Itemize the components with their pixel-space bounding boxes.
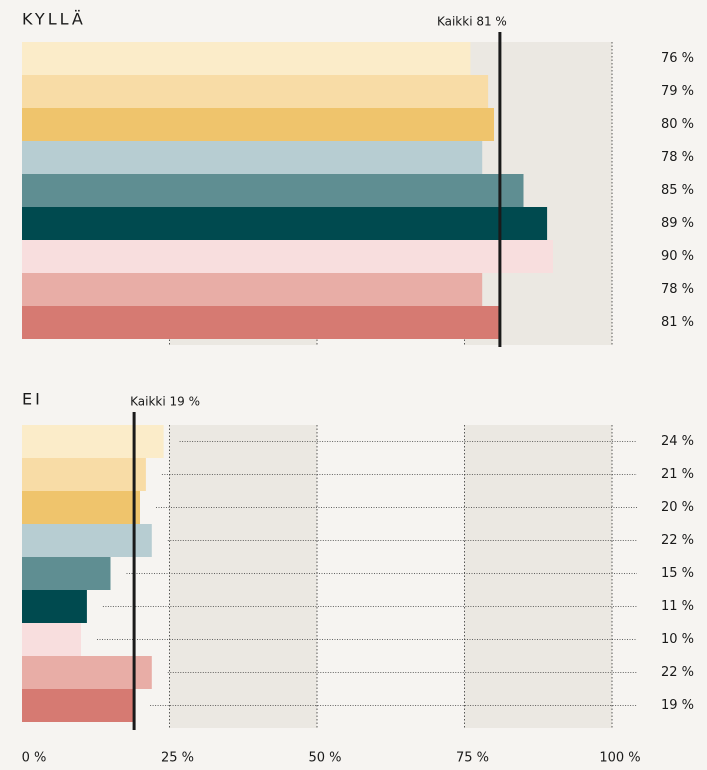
bar — [22, 141, 483, 174]
x-tick-label: 50 % — [308, 751, 341, 766]
value-label: 20 % — [661, 500, 694, 515]
x-tick-label: 100 % — [599, 751, 640, 766]
value-label: 89 % — [661, 216, 694, 231]
bar — [22, 174, 524, 207]
value-label: 19 % — [661, 698, 694, 713]
value-label: 90 % — [661, 249, 694, 264]
band — [169, 425, 317, 728]
panel-title: EI — [22, 390, 43, 409]
bar — [22, 42, 471, 75]
value-label: 11 % — [661, 599, 694, 614]
value-label: 22 % — [661, 533, 694, 548]
value-label: 15 % — [661, 566, 694, 581]
bar — [22, 108, 494, 141]
value-label: 22 % — [661, 665, 694, 680]
bar — [22, 240, 553, 273]
bar — [22, 273, 483, 306]
bar — [22, 590, 87, 623]
bar — [22, 425, 164, 458]
value-label: 24 % — [661, 434, 694, 449]
value-label: 21 % — [661, 467, 694, 482]
panel-title: KYLLÄ — [22, 10, 86, 29]
bar — [22, 75, 489, 108]
value-label: 76 % — [661, 51, 694, 66]
value-label: 78 % — [661, 150, 694, 165]
band — [464, 425, 612, 728]
bar — [22, 524, 152, 557]
value-label: 85 % — [661, 183, 694, 198]
bar — [22, 623, 81, 656]
value-label: 80 % — [661, 117, 694, 132]
x-tick-label: 25 % — [161, 751, 194, 766]
value-label: 78 % — [661, 282, 694, 297]
bar — [22, 458, 146, 491]
bar — [22, 557, 111, 590]
bar — [22, 656, 152, 689]
value-label: 81 % — [661, 315, 694, 330]
value-label: 10 % — [661, 632, 694, 647]
value-label: 79 % — [661, 84, 694, 99]
x-tick-label: 0 % — [22, 751, 47, 766]
x-tick-label: 75 % — [456, 751, 489, 766]
bar — [22, 491, 140, 524]
bar — [22, 689, 135, 722]
reference-label: Kaikki 81 % — [437, 15, 507, 29]
reference-label: Kaikki 19 % — [130, 395, 200, 409]
bar — [22, 207, 548, 240]
bar — [22, 306, 500, 339]
